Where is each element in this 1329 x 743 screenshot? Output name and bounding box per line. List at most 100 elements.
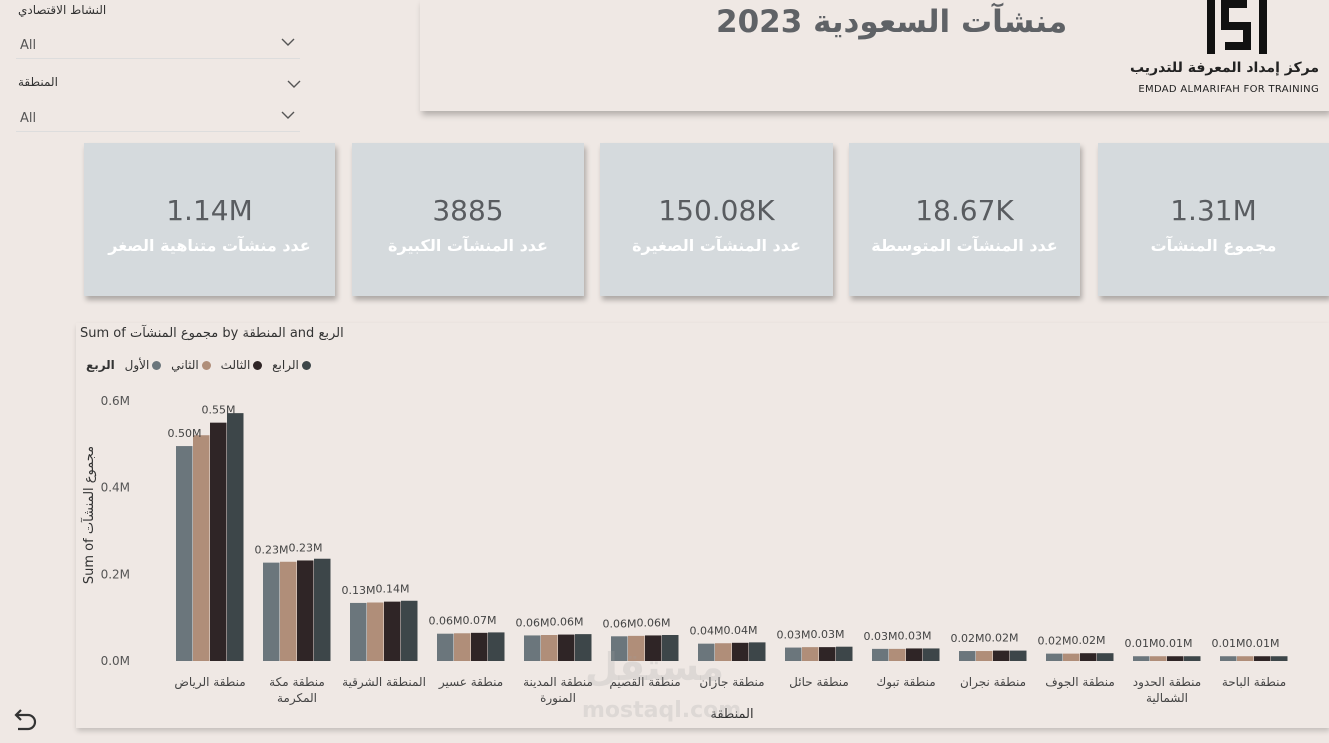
bar [662, 635, 679, 661]
data-label: 0.02M [985, 632, 1019, 645]
kpi-label: عدد منشآت متناهية الصغر [108, 236, 311, 255]
data-label: 0.02M [951, 632, 985, 645]
logo-english-text: EMDAD ALMARIFAH FOR TRAINING [1138, 84, 1319, 95]
x-tick-label: منطقة جازان [699, 675, 764, 690]
data-label: 0.03M [777, 629, 811, 642]
bar [1237, 656, 1254, 661]
bar [297, 560, 314, 661]
bar [454, 633, 471, 661]
bar [176, 446, 193, 661]
data-label: 0.01M [1212, 637, 1246, 650]
x-tick-label: منطقة مكة المكرمة [269, 675, 325, 706]
x-tick-label: منطقة الباحة [1222, 675, 1286, 689]
kpi-value: 3885 [432, 194, 504, 227]
bar [227, 413, 244, 661]
kpi-card-small[interactable]: 150.08K عدد المنشآت الصغيرة [600, 143, 833, 296]
bar [1046, 653, 1063, 661]
legend-dot [201, 361, 211, 370]
bar [437, 633, 454, 661]
region-filter-label: المنطقة [18, 75, 58, 89]
bar [263, 562, 280, 661]
activity-filter-label: النشاط الاقتصادي [18, 3, 107, 17]
region-filter-value: All [20, 111, 37, 126]
bar [558, 634, 575, 661]
bar [350, 602, 367, 661]
x-axis-title: المنطقة [710, 707, 753, 722]
bar [993, 650, 1010, 661]
x-tick-label: منطقة الحدود الشمالية [1133, 675, 1201, 705]
legend-item[interactable]: الرابع [272, 358, 311, 372]
back-arrow-icon[interactable] [8, 706, 40, 738]
bar [367, 602, 384, 661]
kpi-card-total[interactable]: 1.31M مجموع المنشآت [1098, 143, 1329, 296]
bar [1010, 650, 1027, 661]
legend-label: الأول [124, 358, 150, 372]
data-label: 0.14M [376, 583, 410, 596]
data-label: 0.04M [724, 624, 758, 637]
legend-item[interactable]: الثالث [221, 358, 263, 372]
data-label: 0.06M [429, 615, 463, 628]
bar [1097, 653, 1114, 661]
chevron-down-icon [281, 38, 295, 46]
bar [1080, 653, 1097, 661]
legend-label: الرابع [272, 358, 299, 372]
legend-dot [152, 361, 162, 370]
region-filter-dropdown[interactable]: All [16, 105, 300, 132]
legend-item[interactable]: الثاني [171, 358, 211, 372]
x-tick-label: المنطقة الشرقية [342, 675, 426, 690]
kpi-value: 150.08K [658, 194, 775, 227]
bar [280, 561, 297, 661]
y-tick-label: 0.6M [101, 394, 130, 408]
kpi-value: 1.14M [166, 194, 253, 227]
bar [1063, 653, 1080, 661]
legend-item[interactable]: الأول [125, 358, 162, 372]
bar [698, 643, 715, 661]
bar [872, 648, 889, 661]
x-tick-label: منطقة حائل [789, 675, 849, 689]
bar [836, 646, 853, 661]
x-tick-label: منطقة تبوك [876, 675, 935, 690]
bar [384, 601, 401, 661]
data-label: 0.01M [1159, 637, 1193, 650]
bar [1184, 656, 1201, 661]
kpi-value: 18.67K [915, 194, 1014, 227]
bar [524, 635, 541, 661]
bar [732, 642, 749, 661]
chevron-down-icon [281, 111, 295, 119]
kpi-label: مجموع المنشآت [1150, 236, 1277, 255]
bar [1220, 656, 1237, 661]
bar [819, 647, 836, 661]
kpi-value: 1.31M [1170, 194, 1257, 227]
bar [715, 643, 732, 661]
kpi-label: عدد المنشآت الصغيرة [632, 236, 801, 255]
bar [611, 636, 628, 661]
chart-legend: الرابع الثالث الثاني الأول الربع [80, 358, 311, 372]
x-tick-label: منطقة الرياض [174, 675, 245, 690]
activity-filter-value: All [20, 38, 37, 53]
chevron-down-icon[interactable] [286, 76, 302, 92]
bar [488, 632, 505, 661]
bar [210, 422, 227, 661]
data-label: 0.01M [1246, 637, 1280, 650]
legend-dot [301, 361, 311, 370]
data-label: 0.03M [811, 628, 845, 641]
bar [1150, 656, 1167, 661]
x-tick-label: منطقة الجوف [1045, 675, 1115, 690]
activity-filter-dropdown[interactable]: All [16, 32, 300, 59]
logo-icon [1207, 0, 1267, 54]
data-label: 0.23M [289, 541, 323, 554]
kpi-card-micro[interactable]: 1.14M عدد منشآت متناهية الصغر [84, 143, 335, 296]
bar [889, 648, 906, 661]
bar [628, 635, 645, 661]
bar [749, 642, 766, 661]
bar [471, 632, 488, 661]
chart-panel[interactable]: Sum of مجموع المنشآت by المنطقة and الرب… [76, 323, 1329, 728]
x-tick-label: منطقة نجران [960, 675, 1026, 690]
bar [645, 635, 662, 661]
data-label: 0.03M [864, 630, 898, 643]
logo-arabic-text: مركز إمداد المعرفة للتدريب [1129, 60, 1319, 76]
kpi-card-medium[interactable]: 18.67K عدد المنشآت المتوسطة [849, 143, 1080, 296]
kpi-card-large[interactable]: 3885 عدد المنشآت الكبيرة [352, 143, 584, 296]
data-label: 0.02M [1038, 635, 1072, 648]
data-label: 0.06M [603, 617, 637, 630]
